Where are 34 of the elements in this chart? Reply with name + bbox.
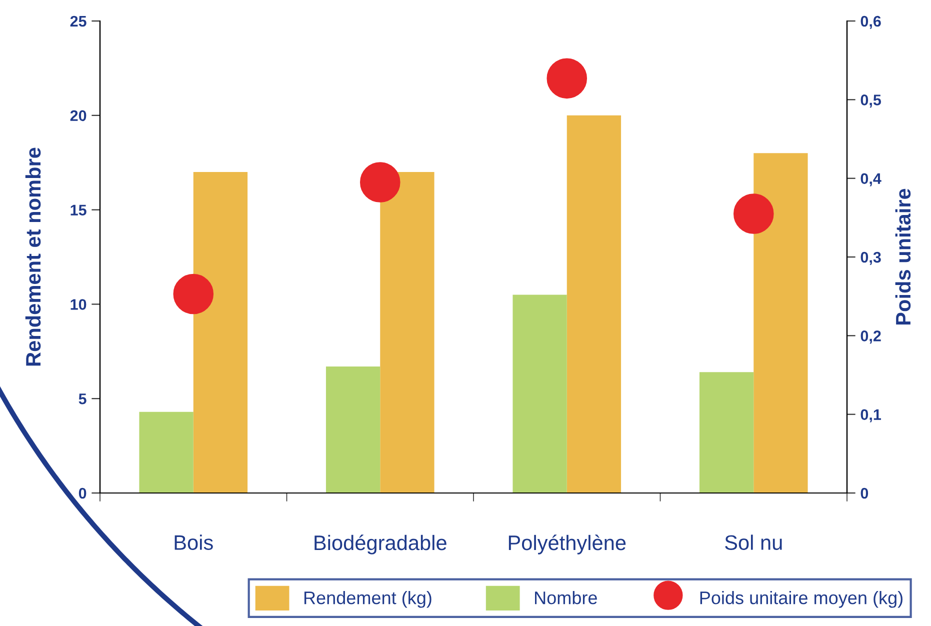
bar (326, 366, 380, 493)
y-tick-label: 5 (78, 394, 86, 404)
x-tick-label: Sol nu (725, 534, 782, 550)
point (360, 162, 400, 202)
y2-tick-label: 0,3 (860, 252, 881, 265)
y-tick-label: 20 (70, 110, 86, 122)
legend-label: Rendement (kg) (304, 590, 432, 608)
bar (193, 172, 248, 493)
bar (512, 294, 567, 493)
bar (139, 412, 194, 493)
y2-tick-label: 0,6 (860, 16, 881, 29)
x-tick-label: Biodégradable (314, 534, 446, 554)
legend-label: Poids unitaire moyen (kg) (700, 590, 902, 608)
y-axis-title: Rendement et nombre (25, 148, 41, 366)
bar (380, 172, 434, 493)
y-tick-label: 0 (78, 488, 86, 499)
point (173, 274, 214, 314)
x-tick-label: Bois (174, 534, 213, 550)
x-tick-label: Polyéthylène (508, 534, 626, 554)
bar (754, 153, 808, 493)
bar (566, 115, 622, 493)
point (546, 58, 588, 99)
y2-tick-label: 0,1 (860, 409, 882, 422)
y-tick-label: 10 (70, 299, 86, 310)
y-tick-label: 15 (70, 204, 86, 216)
y2-tick-label: 0,2 (860, 330, 881, 344)
point (733, 194, 774, 234)
y2-axis-title: Poids unitaire (895, 188, 911, 324)
y2-tick-label: 0,4 (860, 173, 882, 186)
bar (699, 372, 754, 493)
y2-tick-label: 0 (860, 488, 868, 499)
legend-label: Nombre (535, 590, 597, 604)
y2-tick-label: 0,5 (860, 94, 882, 108)
y-tick-label: 25 (70, 16, 86, 27)
